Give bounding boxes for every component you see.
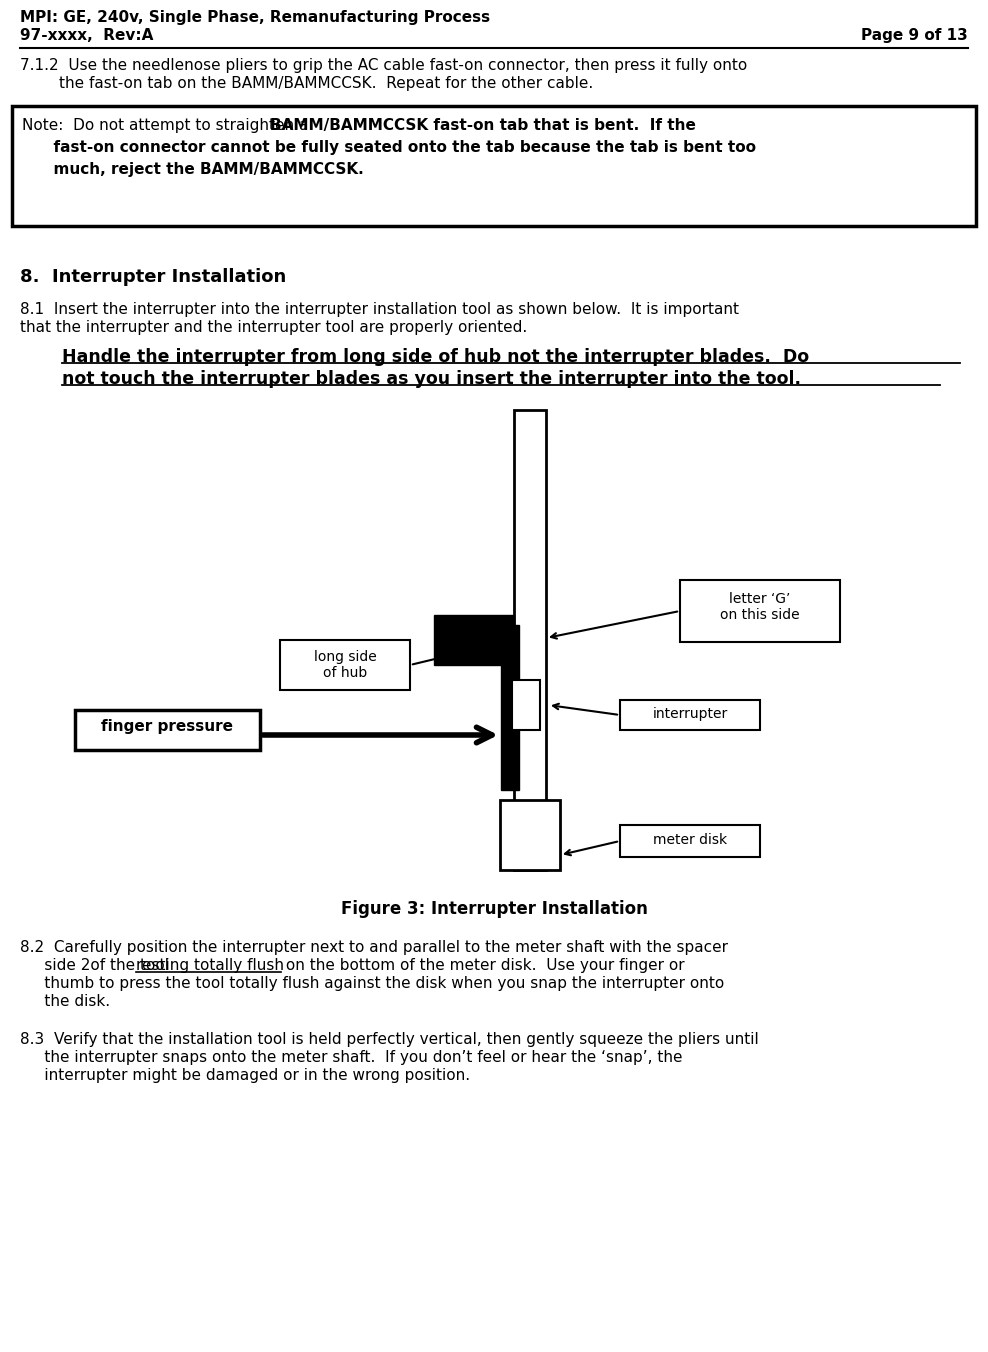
Text: that the interrupter and the interrupter tool are properly oriented.: that the interrupter and the interrupter… (20, 320, 528, 335)
Text: thumb to press the tool totally flush against the disk when you snap the interru: thumb to press the tool totally flush ag… (20, 976, 724, 991)
Bar (500, 800, 560, 869)
Text: MPI: GE, 240v, Single Phase, Remanufacturing Process: MPI: GE, 240v, Single Phase, Remanufactu… (20, 9, 490, 24)
Text: much, reject the BAMM/BAMMCCSK.: much, reject the BAMM/BAMMCCSK. (22, 162, 364, 177)
Bar (434, 615, 514, 665)
Text: 7.1.2  Use the needlenose pliers to grip the AC cable fast-on connector, then pr: 7.1.2 Use the needlenose pliers to grip … (20, 58, 747, 73)
Bar (12, 105, 976, 226)
Text: 8.1  Insert the interrupter into the interrupter installation tool as shown belo: 8.1 Insert the interrupter into the inte… (20, 301, 739, 316)
Text: the disk.: the disk. (20, 994, 110, 1009)
Text: on the bottom of the meter disk.  Use your finger or: on the bottom of the meter disk. Use you… (281, 959, 685, 973)
Bar (514, 410, 546, 869)
Text: side 2of the tool: side 2of the tool (20, 959, 174, 973)
Text: fast-on connector cannot be fully seated onto the tab because the tab is bent to: fast-on connector cannot be fully seated… (22, 141, 756, 155)
Bar (501, 625, 519, 790)
Bar (620, 825, 760, 857)
Text: finger pressure: finger pressure (101, 719, 233, 734)
Text: Page 9 of 13: Page 9 of 13 (862, 28, 968, 43)
Text: Figure 3: Interrupter Installation: Figure 3: Interrupter Installation (341, 900, 647, 918)
Bar (280, 639, 410, 690)
Text: resting totally flush: resting totally flush (136, 959, 284, 973)
Text: long side
of hub: long side of hub (313, 650, 376, 680)
Text: BAMM/BAMMCCSK fast-on tab that is bent.  If the: BAMM/BAMMCCSK fast-on tab that is bent. … (270, 118, 696, 132)
Text: letter ‘G’
on this side: letter ‘G’ on this side (720, 592, 800, 622)
Text: 8.  Interrupter Installation: 8. Interrupter Installation (20, 268, 287, 287)
Text: interrupter might be damaged or in the wrong position.: interrupter might be damaged or in the w… (20, 1068, 470, 1083)
Bar (620, 700, 760, 730)
Bar (75, 710, 260, 750)
Text: the interrupter snaps onto the meter shaft.  If you don’t feel or hear the ‘snap: the interrupter snaps onto the meter sha… (20, 1051, 683, 1065)
Text: interrupter: interrupter (652, 707, 727, 721)
Text: not touch the interrupter blades as you insert the interrupter into the tool.: not touch the interrupter blades as you … (62, 370, 801, 388)
Text: meter disk: meter disk (653, 833, 727, 846)
Text: Note:  Do not attempt to straighten a: Note: Do not attempt to straighten a (22, 118, 318, 132)
Text: 97-xxxx,  Rev:A: 97-xxxx, Rev:A (20, 28, 153, 43)
Bar (680, 580, 840, 642)
Text: 8.2  Carefully position the interrupter next to and parallel to the meter shaft : 8.2 Carefully position the interrupter n… (20, 940, 728, 955)
Text: Handle the interrupter from long side of hub not the interrupter blades.  Do: Handle the interrupter from long side of… (62, 347, 809, 366)
Text: 8.3  Verify that the installation tool is held perfectly vertical, then gently s: 8.3 Verify that the installation tool is… (20, 1032, 759, 1046)
Text: the fast-on tab on the BAMM/BAMMCCSK.  Repeat for the other cable.: the fast-on tab on the BAMM/BAMMCCSK. Re… (20, 76, 593, 91)
Bar (512, 680, 540, 730)
